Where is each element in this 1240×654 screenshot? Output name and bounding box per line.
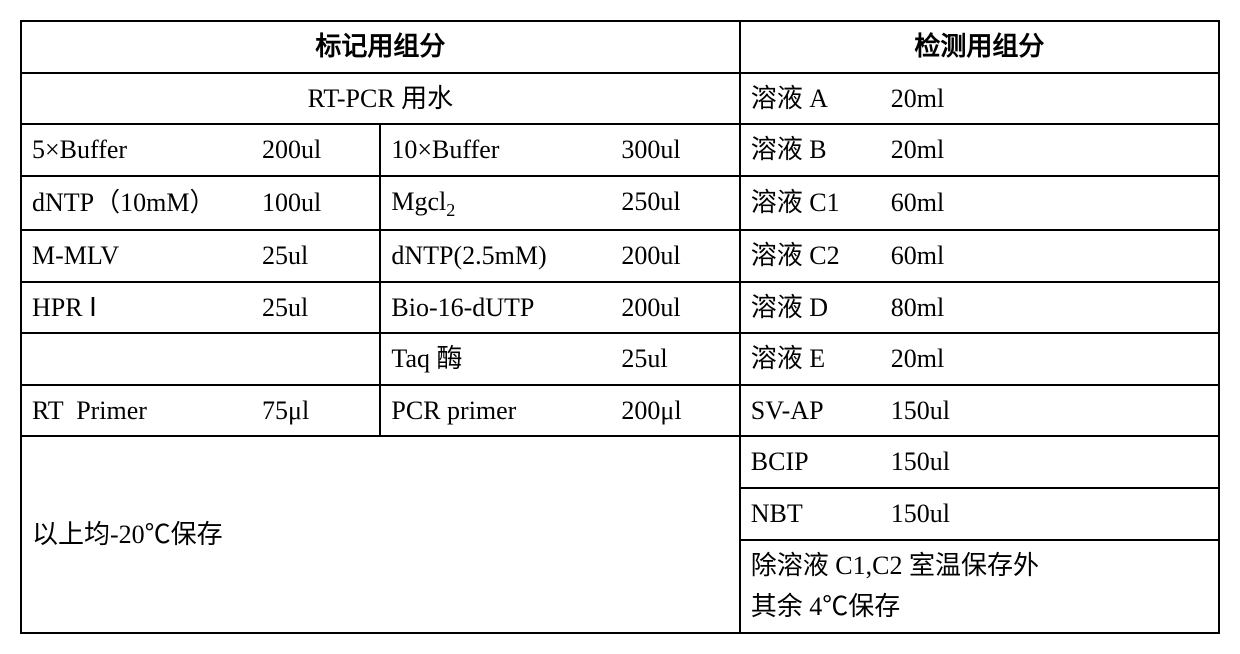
table-row: RT Primer75μl PCR primer200μl SV-AP150ul [21, 385, 1219, 437]
row-rtpcr: RT-PCR 用水 溶液 A 20ml [21, 73, 1219, 125]
header-label-group: 标记用组分 [21, 21, 740, 73]
cell-label: 溶液 A [751, 78, 891, 120]
table-row: dNTP（10mM）100ul Mgcl2250ul 溶液 C160ml [21, 176, 1219, 230]
solution-a-cell: 溶液 A 20ml [740, 73, 1219, 125]
header-row: 标记用组分 检测用组分 [21, 21, 1219, 73]
table-row: M-MLV25ul dNTP(2.5mM)200ul 溶液 C260ml [21, 230, 1219, 282]
cell-value: 20ml [891, 78, 944, 120]
rtpcr-water: RT-PCR 用水 [21, 73, 740, 125]
header-detect-group: 检测用组分 [740, 21, 1219, 73]
storage-note-right: 除溶液 C1,C2 室温保存外 其余 4℃保存 [740, 540, 1219, 633]
table-row: HPR Ⅰ25ul Bio-16-dUTP200ul 溶液 D80ml [21, 282, 1219, 334]
mgcl2-label: Mgcl2 [391, 181, 621, 225]
footer-row-1: 以上均-20℃保存 BCIP150ul [21, 436, 1219, 488]
table-row: 5×Buffer200ul 10×Buffer300ul 溶液 B20ml [21, 124, 1219, 176]
storage-note-left: 以上均-20℃保存 [21, 436, 740, 632]
components-table: 标记用组分 检测用组分 RT-PCR 用水 溶液 A 20ml 5×Buffer… [20, 20, 1220, 634]
table-row: Taq 酶25ul 溶液 E20ml [21, 333, 1219, 385]
